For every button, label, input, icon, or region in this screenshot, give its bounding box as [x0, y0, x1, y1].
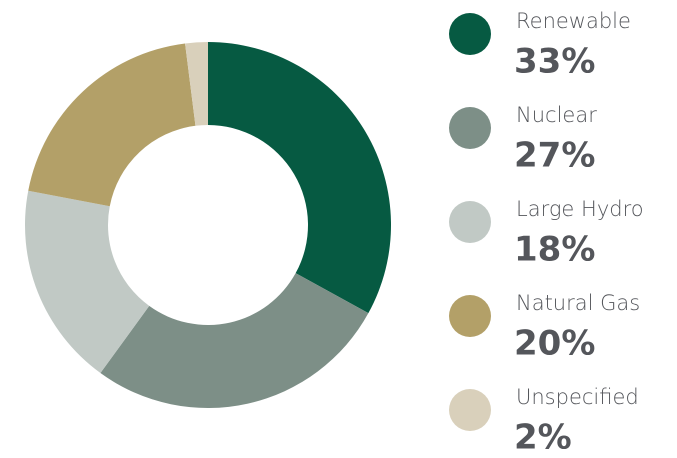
legend-swatch — [449, 201, 491, 243]
donut-slice — [100, 273, 369, 409]
legend-swatch — [449, 107, 491, 149]
legend-label: Natural Gas — [516, 291, 640, 315]
donut-slice — [185, 42, 208, 126]
legend-value: 33% — [514, 42, 595, 82]
legend-value: 2% — [514, 418, 572, 458]
legend-label: Nuclear — [516, 103, 597, 127]
legend-label: Unspecified — [516, 385, 639, 409]
legend-label: Renewable — [516, 9, 631, 33]
legend-label: Large Hydro — [516, 197, 644, 221]
donut-slice — [24, 190, 150, 374]
legend-value: 18% — [514, 230, 595, 270]
legend-value: 20% — [514, 324, 595, 364]
legend-swatch — [449, 13, 491, 55]
donut-slice — [28, 43, 196, 207]
legend-swatch — [449, 295, 491, 337]
legend-value: 27% — [514, 136, 595, 176]
donut-slice — [208, 42, 391, 314]
legend-swatch — [449, 389, 491, 431]
